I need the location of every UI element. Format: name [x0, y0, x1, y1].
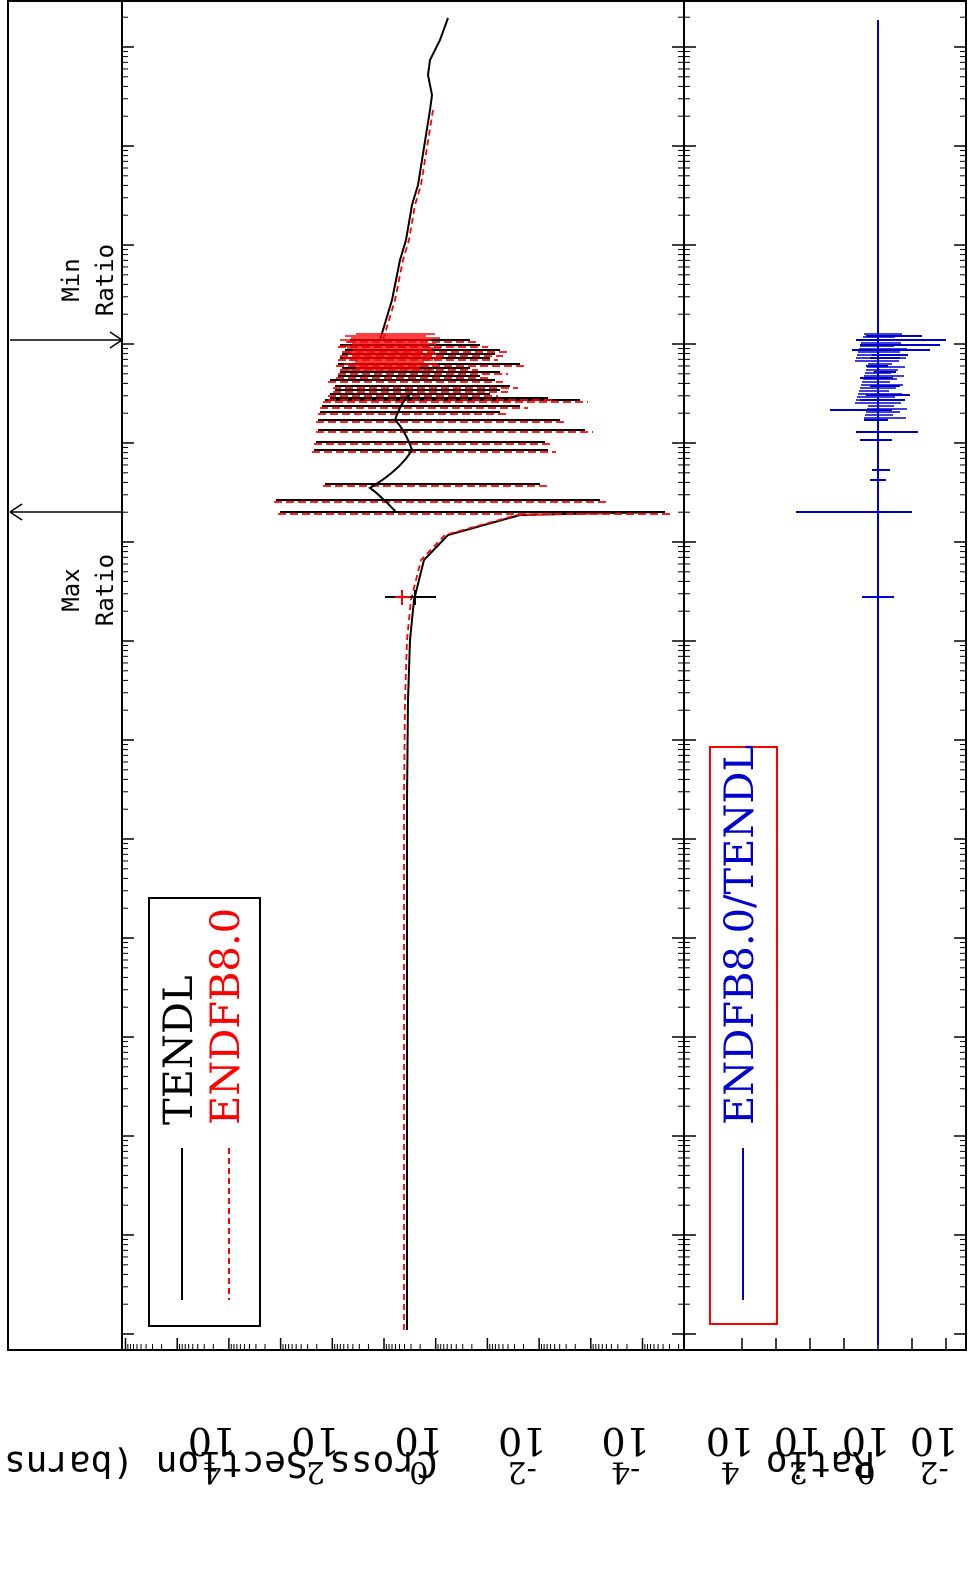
ratio-y-tick-base: 10 — [774, 1419, 822, 1463]
ratio-y-tick-exponent: 2 — [788, 1454, 807, 1489]
cross-section-y-tick-exponent: 2 — [306, 1454, 325, 1489]
ratio-y-tick-label: 104 — [706, 1419, 754, 1489]
ratio-legend-label: ENDFB8.0/TENDL — [717, 745, 763, 1125]
legend-box — [148, 897, 261, 1327]
cross-section-y-tick-base: 10 — [188, 1419, 236, 1463]
min-ratio-arrowhead — [109, 331, 123, 349]
ratio-legend-entry: ENDFB8.0/TENDL — [717, 745, 763, 1125]
cross-section-y-tick-base: 10 — [601, 1419, 649, 1463]
ratio-annotation-text: Max — [57, 568, 85, 611]
cross-section-y-tick-label: 10-2 — [498, 1419, 546, 1489]
cross-section-y-axis-label: Cross Section (barns) — [0, 1443, 438, 1484]
ratio-y-tick-label: 10-2 — [910, 1419, 958, 1489]
cross-section-y-tick-base: 10 — [395, 1419, 443, 1463]
cross-section-axis-ticks — [122, 16, 684, 1350]
ratio-annotation-label: Ratio — [91, 554, 119, 626]
ratio-annotation-text: Ratio — [91, 244, 119, 316]
ratio-annotation-text: Min — [57, 258, 85, 301]
ratio-y-tick-label: 100 — [842, 1419, 890, 1489]
cross-section-y-tick-exponent: 4 — [202, 1454, 221, 1489]
legend-tendl: TENDL — [156, 975, 202, 1125]
cross-section-y-tick-label: 10-4 — [601, 1419, 649, 1489]
ratio-y-tick-exponent: -2 — [919, 1454, 948, 1489]
ratio-annotation-label: Ratio — [91, 244, 119, 316]
cross-section-curves — [274, 17, 673, 1330]
ratio-annotation-label: Max — [57, 568, 85, 611]
ratio-axis-ticks — [684, 16, 966, 1350]
cross-section-y-tick-exponent: -4 — [611, 1454, 640, 1489]
cross-section-y-tick-label: 104 — [188, 1419, 236, 1489]
tendl-high-energy-curve — [379, 17, 449, 341]
cross-section-y-tick-exponent: -2 — [508, 1454, 537, 1489]
ratio-y-tick-base: 10 — [842, 1419, 890, 1463]
legend-endfb: ENDFB8.0 — [203, 908, 249, 1125]
cross-section-y-tick-exponent: 0 — [409, 1454, 428, 1489]
cross-section-y-tick-base: 10 — [291, 1419, 339, 1463]
cross-section-legend: TENDL ENDFB8.0 — [148, 897, 261, 1327]
endfb-low-energy-curve — [403, 511, 658, 1330]
ratio-annotation-label: Min — [57, 258, 85, 301]
tendl-resonance-envelope — [368, 394, 414, 513]
ratio-y-tick-exponent: 0 — [856, 1454, 875, 1489]
ratio-y-tick-exponent: 4 — [720, 1454, 739, 1489]
ratio-y-tick-base: 10 — [706, 1419, 754, 1463]
cross-section-y-tick-label: 100 — [395, 1419, 443, 1489]
ratio-y-axis-label: Ratio — [766, 1443, 874, 1484]
ratio-y-tick-base: 10 — [910, 1419, 958, 1463]
endfb-high-energy-curve — [382, 109, 434, 341]
legend-endfb-label: ENDFB8.0 — [203, 908, 249, 1125]
cross-section-y-tick-base: 10 — [498, 1419, 546, 1463]
ratio-y-tick-label: 102 — [774, 1419, 822, 1489]
ratio-curves — [796, 20, 946, 1345]
ratio-annotation-text: Ratio — [91, 554, 119, 626]
max-ratio-arrowhead — [9, 503, 23, 521]
legend-tendl-label: TENDL — [156, 975, 202, 1125]
tendl-low-energy-curve — [406, 511, 661, 1330]
cross-section-y-tick-label: 102 — [291, 1419, 339, 1489]
ratio-legend: ENDFB8.0/TENDL — [709, 745, 778, 1325]
